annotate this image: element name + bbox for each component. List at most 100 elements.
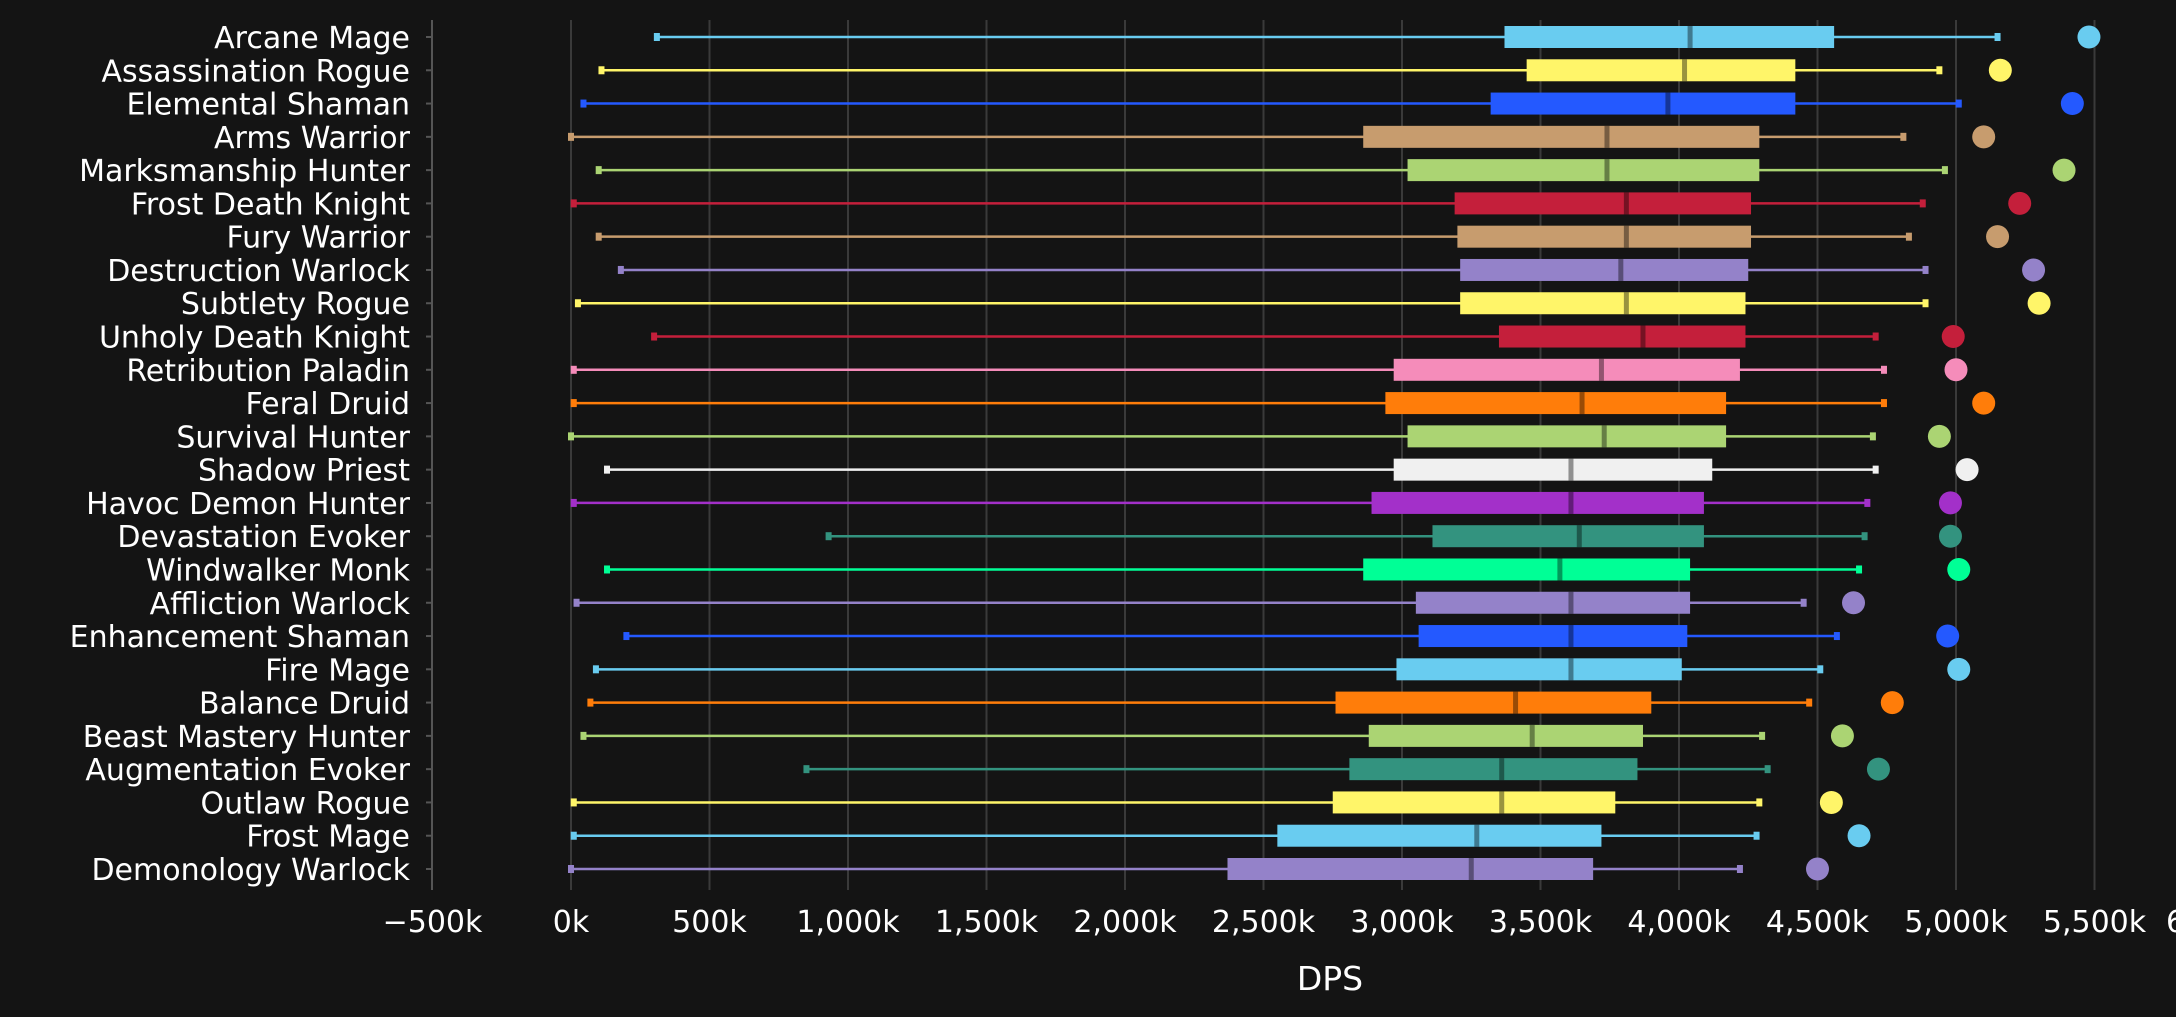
spec-box-13 (604, 458, 1979, 482)
x-tick-label: 5,000k (1904, 905, 2008, 940)
whisker-min-cap (570, 399, 577, 408)
whisker-min-cap (604, 565, 611, 574)
whisker-min-cap (653, 33, 660, 41)
top-performance-dot (1986, 225, 2010, 249)
whisker-min-cap (570, 199, 577, 208)
whisker-min-cap (574, 299, 581, 308)
spec-box-16 (604, 557, 1971, 581)
top-performance-dot (1938, 524, 1962, 548)
median-marker (1604, 125, 1610, 148)
spec-box-0 (653, 25, 2101, 49)
spec-label: Windwalker Monk (146, 553, 411, 588)
iqr-box (1363, 558, 1691, 581)
spec-label: Retribution Paladin (126, 354, 410, 389)
top-performance-dot (1972, 125, 1996, 149)
whisker-max-cap (1764, 765, 1771, 774)
median-marker (1568, 458, 1574, 481)
iqr-box (1371, 491, 1704, 514)
iqr-box (1418, 625, 1688, 648)
whisker-min-cap (617, 265, 624, 274)
spec-box-20 (587, 691, 1904, 715)
whisker-max-cap (1861, 532, 1868, 541)
x-tick-label: 3,500k (1489, 905, 1593, 940)
iqr-box (1396, 658, 1682, 681)
spec-label: Beast Mastery Hunter (83, 720, 411, 755)
iqr-box (1335, 691, 1652, 714)
top-performance-dot (1941, 325, 1965, 349)
whisker-max-cap (1919, 199, 1926, 208)
top-performance-dot (1927, 424, 1951, 448)
iqr-box (1504, 26, 1835, 48)
whisker-max-cap (1872, 465, 1879, 474)
x-tick-label: 2,500k (1212, 905, 1316, 940)
x-tick-label: 1,000k (796, 905, 900, 940)
x-tick-label: −500k (383, 905, 483, 940)
spec-label: Balance Druid (199, 687, 410, 722)
spec-label: Havoc Demon Hunter (86, 487, 411, 522)
whisker-min-cap (587, 698, 594, 707)
median-marker (1665, 92, 1671, 115)
spec-label: Marksmanship Hunter (79, 154, 411, 189)
top-performance-dot (1947, 657, 1971, 681)
iqr-box (1460, 292, 1746, 315)
spec-label: Elemental Shaman (126, 88, 410, 123)
top-performance-dot (2008, 191, 2032, 215)
top-performance-dot (1972, 391, 1996, 415)
top-performance-dot (1819, 790, 1843, 814)
top-performance-dot (1955, 458, 1979, 482)
spec-box-21 (580, 724, 1854, 748)
top-performance-dot (2022, 258, 2046, 282)
whisker-max-cap (1900, 132, 1907, 141)
whisker-max-cap (1936, 66, 1943, 75)
whisker-max-cap (1806, 698, 1813, 707)
median-marker (1604, 159, 1610, 182)
whisker-max-cap (1941, 166, 1948, 175)
whisker-max-cap (1955, 99, 1962, 108)
spec-box-11 (570, 391, 1996, 415)
median-marker (1601, 425, 1607, 448)
x-tick-label: 5,500k (2043, 905, 2147, 940)
whisker-min-cap (595, 232, 602, 241)
spec-box-8 (574, 291, 2051, 315)
spec-label: Survival Hunter (176, 420, 410, 455)
spec-box-23 (570, 790, 1843, 814)
spec-label: Arcane Mage (214, 21, 410, 56)
whisker-max-cap (1994, 33, 2001, 41)
spec-box-6 (595, 225, 2010, 249)
x-tick-label: 3,000k (1350, 905, 1454, 940)
x-tick-label: 6 (2166, 905, 2176, 940)
iqr-box (1526, 59, 1796, 82)
spec-label: Fury Warrior (226, 221, 410, 256)
spec-box-22 (803, 757, 1890, 781)
box-series (568, 25, 2101, 881)
iqr-box (1498, 325, 1746, 348)
median-marker (1513, 691, 1519, 714)
whisker-min-cap (825, 532, 832, 541)
iqr-box (1407, 159, 1760, 182)
spec-box-14 (570, 491, 1962, 515)
whisker-max-cap (1922, 265, 1929, 274)
x-tick-label: 1,500k (935, 905, 1039, 940)
whisker-min-cap (570, 798, 577, 807)
top-performance-dot (1806, 857, 1829, 881)
top-performance-dot (1847, 824, 1871, 848)
median-marker (1557, 558, 1563, 581)
spec-box-5 (570, 191, 2032, 215)
median-marker (1568, 658, 1574, 681)
whisker-max-cap (1880, 365, 1887, 374)
whisker-max-cap (1869, 432, 1876, 441)
median-marker (1568, 625, 1574, 648)
spec-box-10 (570, 358, 1968, 382)
median-marker (1687, 26, 1693, 48)
whisker-min-cap (598, 66, 605, 75)
whisker-min-cap (568, 865, 574, 873)
spec-label: Shadow Priest (198, 454, 410, 489)
whisker-min-cap (580, 731, 587, 740)
iqr-box (1407, 425, 1727, 448)
whisker-min-cap (570, 498, 577, 507)
x-tick-label: 2,000k (1073, 905, 1177, 940)
median-marker (1682, 59, 1688, 82)
whisker-max-cap (1736, 865, 1743, 873)
